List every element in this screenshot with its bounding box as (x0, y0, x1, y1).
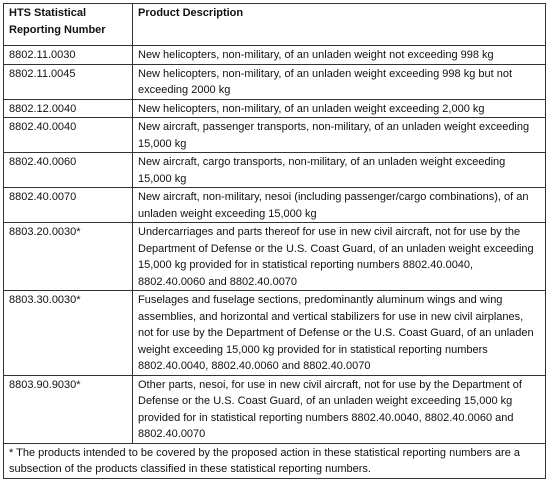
hts-number: 8802.40.0040 (3, 117, 133, 153)
product-description: New helicopters, non-military, of an unl… (132, 63, 546, 100)
product-description: New aircraft, passenger transports, non-… (132, 117, 546, 153)
product-description: New aircraft, cargo transports, non-mili… (132, 152, 546, 188)
hts-number: 8802.40.0070 (3, 187, 133, 223)
hts-number: 8803.90.9030* (3, 374, 133, 444)
product-description: New helicopters, non-military, of an unl… (132, 98, 546, 118)
table-row: 8802.40.0070 New aircraft, non-military, … (3, 187, 546, 223)
table-row: 8802.11.0030 New helicopters, non-militar… (3, 45, 546, 65)
table-row: 8802.40.0060 New aircraft, cargo transpor… (3, 152, 546, 188)
header-cell: HTS Statistical Reporting Number (3, 3, 133, 46)
hts-number: 8803.30.0030* (3, 290, 133, 376)
product-description: Undercarriages and parts thereof for use… (132, 222, 546, 291)
footnote-row: * The products intended to be covered by… (3, 442, 546, 479)
hts-number: 8802.40.0060 (3, 152, 133, 188)
hts-table: HTS Statistical Reporting Number Product… (3, 3, 546, 479)
hts-number: 8802.11.0045 (3, 63, 133, 100)
product-description: New helicopters, non-military, of an unl… (132, 45, 546, 65)
table-row: 8802.40.0040 New aircraft, passenger tran… (3, 117, 546, 153)
hts-number: 8802.11.0030 (3, 45, 133, 65)
hts-number: 8803.20.0030* (3, 222, 133, 291)
footnote: * The products intended to be covered by… (3, 442, 546, 479)
table-row: 8802.11.0045 New helicopters, non-militar… (3, 63, 546, 100)
header-row: HTS Statistical Reporting Number Product… (3, 3, 546, 46)
table-row: 8803.30.0030* Fuselages and fuselage sect… (3, 290, 546, 376)
product-description: Other parts, nesoi, for use in new civil… (132, 374, 546, 444)
header-cell: Product Description (132, 3, 546, 46)
table-row: 8803.90.9030* Other parts, nesoi, for use… (3, 374, 546, 444)
table-row: 8803.20.0030* Undercarriages and parts th… (3, 222, 546, 291)
product-description: New aircraft, non-military, nesoi (inclu… (132, 187, 546, 223)
table-row: 8802.12.0040 New helicopters, non-militar… (3, 98, 546, 118)
product-description: Fuselages and fuselage sections, predomi… (132, 290, 546, 376)
hts-number: 8802.12.0040 (3, 98, 133, 118)
